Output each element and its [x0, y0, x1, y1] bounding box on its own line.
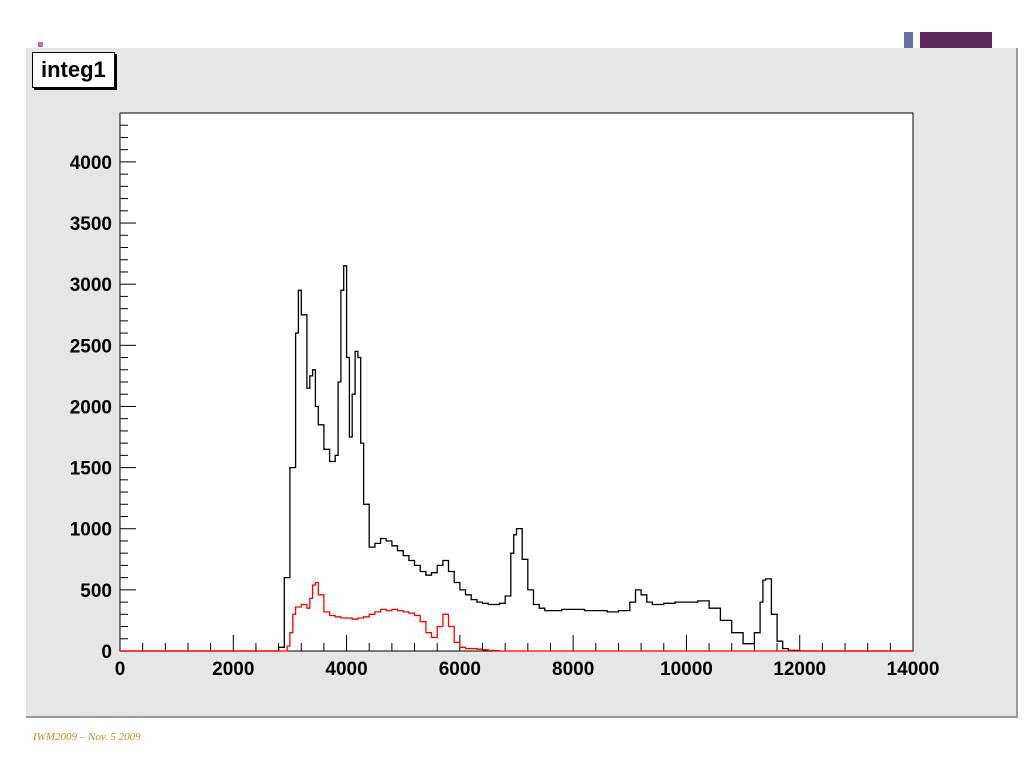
x-tick-label: 10000 — [660, 659, 713, 680]
slide-bullet-marker — [38, 42, 43, 47]
plot-frame — [119, 112, 914, 652]
header-decor-small-block — [904, 32, 913, 48]
y-tick-label: 3000 — [70, 275, 112, 296]
y-tick-label: 2000 — [70, 397, 112, 418]
x-tick-label: 12000 — [773, 659, 826, 680]
y-tick-label: 2500 — [70, 336, 112, 357]
series-line-1 — [120, 265, 913, 652]
series-line-2 — [120, 581, 913, 652]
header-decor-large-block — [920, 32, 992, 48]
x-tick-label: 4000 — [325, 659, 367, 680]
chart-title: integ1 — [32, 52, 115, 88]
x-tick-label: 2000 — [212, 659, 254, 680]
x-tick-label: 0 — [115, 659, 126, 680]
slide-footer: IWM2009 – Nov. 5 2009 — [33, 731, 141, 743]
y-tick-label: 4000 — [70, 153, 112, 174]
x-tick-label: 14000 — [887, 659, 940, 680]
y-tick-label: 0 — [101, 642, 112, 663]
y-tick-label: 1000 — [70, 520, 112, 541]
y-tick-label: 3500 — [70, 214, 112, 235]
x-tick-label: 8000 — [552, 659, 594, 680]
x-tick-label: 6000 — [439, 659, 481, 680]
y-tick-label: 1500 — [70, 459, 112, 480]
y-tick-label: 500 — [80, 581, 112, 602]
